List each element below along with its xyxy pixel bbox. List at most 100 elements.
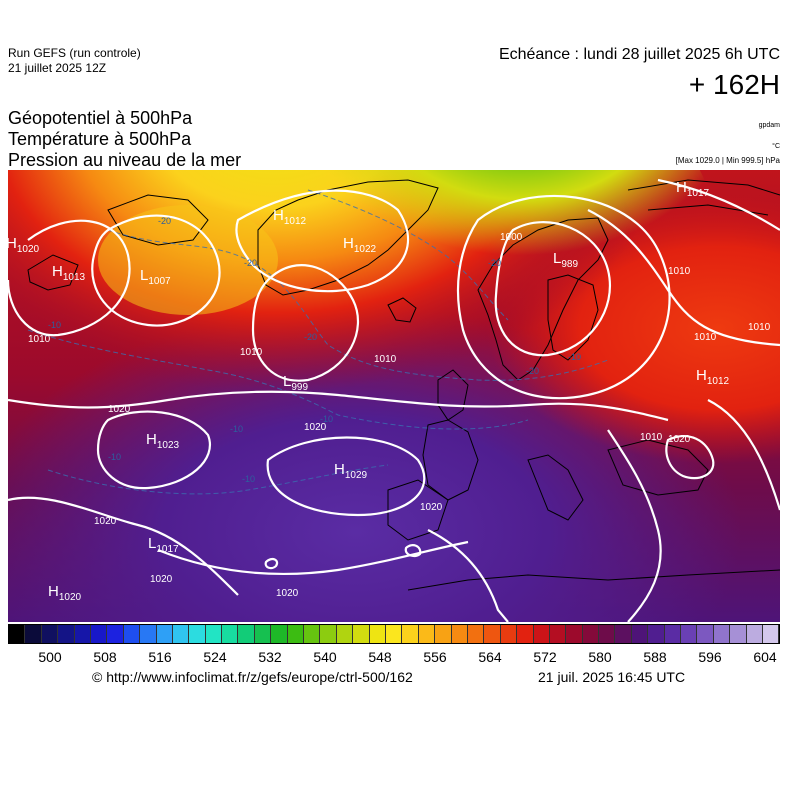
colorbar-tick-label: 564 — [478, 649, 502, 665]
colorbar-cell — [287, 625, 305, 643]
colorbar-cell — [140, 625, 157, 643]
colorbar-tick-label: 580 — [588, 649, 612, 665]
colorbar-cell — [25, 625, 42, 643]
colorbar-cell — [648, 625, 665, 643]
isobar-labels: 1020 1010 1010 1010 1000 1010 1010 1020 1020 1020… — [28, 232, 771, 599]
isobar-label: 1000 — [500, 232, 523, 243]
colorbar-tick-label: 524 — [203, 649, 227, 665]
colorbar-cell — [549, 625, 567, 643]
colorbar-cell — [189, 625, 206, 643]
isotherm-label: -10 — [320, 414, 333, 424]
colorbar-cell — [172, 625, 190, 643]
footer-generated-time: 21 juil. 2025 16:45 UTC — [538, 669, 686, 685]
colorbar-tick-label: 604 — [753, 649, 777, 665]
colorbar-cell — [467, 625, 485, 643]
field-title-temperature: Température à 500hPa — [8, 129, 192, 149]
colorbar-cell — [500, 625, 518, 643]
isobar-label: 1020 — [108, 404, 131, 415]
isobar-label: 1020 — [668, 434, 691, 445]
colorbar-tick-label: 556 — [423, 649, 447, 665]
colorbar-cell — [156, 625, 173, 643]
isobar-label: 1020 — [304, 422, 327, 433]
colorbar-cell — [9, 625, 26, 643]
isobar-label: 1020 — [420, 502, 443, 513]
colorbar-cell — [238, 625, 255, 643]
isobar-label: 1010 — [694, 332, 717, 343]
field-yellow-west — [98, 205, 278, 315]
colorbar-cell — [746, 625, 763, 643]
run-title: Run GEFS (run controle) — [8, 46, 141, 60]
run-date: 21 juillet 2025 12Z — [8, 61, 107, 75]
colorbar-cell — [484, 625, 501, 643]
colorbar-cell — [615, 625, 632, 643]
isotherm-label: -20 — [526, 366, 539, 376]
colorbar-cell — [697, 625, 714, 643]
colorbar-cell — [304, 625, 321, 643]
colorbar-cell — [58, 625, 75, 643]
colorbar-cell — [254, 625, 272, 643]
colorbar-tick-label: 596 — [698, 649, 722, 665]
colorbar-cell — [353, 625, 370, 643]
footer-url[interactable]: © http://www.infoclimat.fr/z/gefs/europe… — [92, 669, 413, 685]
isotherms — [27, 189, 609, 495]
colorbar-cell — [730, 625, 747, 643]
colorbar-cell — [599, 625, 616, 643]
colorbar-cell — [418, 625, 436, 643]
isotherm-label: -10 — [242, 474, 255, 484]
colorbar-cell — [435, 625, 452, 643]
isotherm-label: -20 — [158, 216, 171, 226]
field-title-pressure: Pression au niveau de la mer — [8, 150, 242, 170]
isotherm-label: -20 — [304, 332, 317, 342]
isobar-label: 1010 — [640, 432, 663, 443]
isotherm-label: -20 — [488, 258, 501, 268]
colorbar-tick-label: 548 — [368, 649, 392, 665]
colorbar-cell — [271, 625, 288, 643]
weather-map: 1020 1010 1010 1010 1000 1010 1010 1020 1020 1020… — [8, 170, 780, 622]
lead-time: + 162H — [688, 69, 780, 100]
colorbar-cell — [123, 625, 141, 643]
isobar-label: 1020 — [94, 516, 117, 527]
colorbar-tick-label: 508 — [93, 649, 117, 665]
colorbar-cell — [631, 625, 649, 643]
isotherm-labels: -20 -20 -20 -20 -20 -10 -10 -10 -10 -10 -10 — [48, 216, 581, 484]
field-title-geopotential: Géopotentiel à 500hPa — [8, 108, 193, 128]
isobar-label: 1020 — [276, 588, 299, 599]
colorbar-cell — [582, 625, 600, 643]
colorbar-cell — [385, 625, 403, 643]
colorbar-tick-label: 572 — [533, 649, 557, 665]
pressure-maxmin: [Max 1029.0 | Min 999.5] hPa — [675, 156, 780, 165]
colorbar-cell — [74, 625, 91, 643]
colorbar-tick-label: 540 — [313, 649, 337, 665]
colorbar-cell — [517, 625, 534, 643]
coastlines — [27, 179, 780, 591]
isobar-label: 1010 — [748, 322, 771, 333]
colorbar-cell — [41, 625, 59, 643]
map-svg: 1020 1010 1010 1010 1000 1010 1010 1020 1020 1020… — [8, 170, 780, 622]
colorbar-tick-label: 516 — [148, 649, 172, 665]
colorbar-tick-label: 500 — [38, 649, 62, 665]
isobar-label: 1010 — [668, 266, 691, 277]
isobar-label: 1010 — [240, 347, 263, 358]
isobars — [8, 178, 780, 622]
isobar-label: 1010 — [28, 334, 51, 345]
colorbar-tick-label: 532 — [258, 649, 282, 665]
isotherm-label: -20 — [244, 258, 257, 268]
isotherm-label: -10 — [230, 424, 243, 434]
colorbar-cell — [533, 625, 550, 643]
unit-celsius: °C — [772, 143, 780, 150]
isotherm-label: -10 — [48, 320, 61, 330]
isotherm-label: -10 — [108, 452, 121, 462]
isobar-label: 1020 — [150, 574, 173, 585]
colorbar-cell — [222, 625, 239, 643]
colorbar-cell — [451, 625, 468, 643]
colorbar-cell — [90, 625, 108, 643]
valid-time: Echéance : lundi 28 juillet 2025 6h UTC — [498, 46, 780, 63]
isotherm-label: -10 — [568, 352, 581, 362]
colorbar-tick-label: 588 — [643, 649, 667, 665]
colorbar — [8, 624, 780, 644]
colorbar-cell — [369, 625, 386, 643]
colorbar-cell — [713, 625, 731, 643]
colorbar-cell — [107, 625, 124, 643]
colorbar-cell — [402, 625, 419, 643]
colorbar-cell — [336, 625, 354, 643]
